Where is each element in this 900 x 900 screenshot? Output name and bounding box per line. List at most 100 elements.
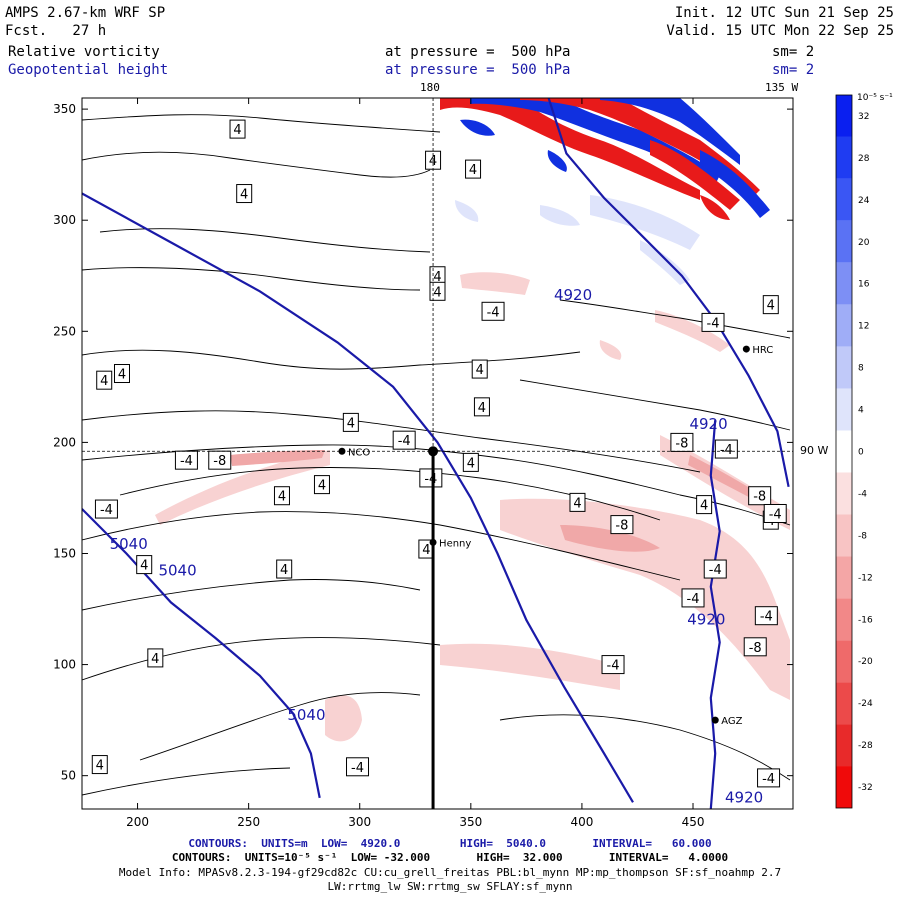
height-contour-label: 4920 (725, 788, 763, 806)
y-tick-label: 300 (53, 213, 76, 227)
vorticity-label: -4 (100, 503, 113, 518)
vorticity-label-box (748, 486, 772, 506)
vorticity-label-box (696, 495, 713, 515)
height-contour-label: 4920 (554, 286, 592, 304)
height-contour-label: 4920 (687, 611, 725, 629)
vorticity-label-box (754, 606, 778, 626)
intense-vorticity-band (460, 119, 495, 136)
height-contour-5040 (82, 192, 634, 803)
positive-vorticity-region (540, 205, 580, 226)
vorticity-label-box (346, 757, 370, 777)
footer-height-contours: CONTOURS: UNITS=m LOW= 4920.0 HIGH= 5040… (188, 837, 712, 850)
vorticity-label: -4 (607, 659, 620, 674)
vorticity-label-box (481, 301, 505, 321)
vorticity-label: -8 (675, 436, 688, 451)
vorticity-contour (82, 410, 701, 473)
vorticity-label-box (462, 452, 479, 472)
vorticity-label: 4 (700, 499, 708, 514)
y-tick-label: 50 (61, 769, 76, 783)
x-tick-label: 350 (459, 815, 482, 829)
vorticity-contour (82, 579, 421, 611)
station-label: AGZ (721, 716, 742, 727)
height-contour-label: 5040 (287, 706, 325, 724)
vorticity-contour (499, 714, 791, 781)
negative-vorticity-core (230, 450, 325, 466)
negative-vorticity-region (599, 340, 622, 360)
vorticity-contour (559, 299, 791, 339)
vorticity-contour (82, 767, 291, 796)
station-marker (711, 716, 719, 724)
vorticity-label: -4 (769, 507, 782, 522)
field2-smoothing: sm= 2 (772, 62, 815, 78)
vorticity-label: -4 (720, 443, 733, 458)
vorticity-label-box (762, 295, 779, 315)
vorticity-label-box (113, 364, 130, 384)
intense-vorticity-band (470, 98, 720, 185)
x-tick-label: 400 (570, 815, 593, 829)
positive-vorticity-region (640, 240, 690, 285)
negative-vorticity-region (325, 695, 362, 742)
height-contour-label: 5040 (158, 562, 196, 580)
vorticity-label: -4 (709, 563, 722, 578)
negative-vorticity-region (460, 272, 530, 295)
y-tick-label: 200 (53, 435, 76, 449)
vorticity-label-box (136, 555, 153, 575)
vorticity-label: -4 (707, 316, 720, 331)
vorticity-contour (82, 151, 431, 178)
vorticity-contour (82, 511, 681, 581)
vorticity-label: 4 (347, 416, 355, 431)
station-label: NCO (348, 447, 370, 458)
vorticity-label: 4 (433, 285, 441, 300)
vorticity-label: -4 (762, 772, 775, 787)
x-tick-label: 450 (682, 815, 705, 829)
vorticity-label: -4 (424, 472, 437, 487)
field1-level: at pressure = 500 hPa (385, 44, 571, 60)
vorticity-label-box (273, 486, 290, 506)
vorticity-label: -8 (749, 641, 762, 656)
intense-vorticity-band (650, 140, 740, 210)
x-tick-label: 300 (348, 815, 371, 829)
vorticity-label: 4 (478, 401, 486, 416)
vorticity-label: 4 (151, 652, 159, 667)
vorticity-contour (82, 349, 581, 370)
intense-vorticity-band (520, 98, 760, 198)
vorticity-label-box (473, 397, 490, 417)
vorticity-label-box (313, 475, 330, 495)
vorticity-label: -8 (615, 519, 628, 534)
y-tick-label: 150 (53, 546, 76, 560)
negative-vorticity-core (560, 525, 660, 552)
footer-vorticity-contours: CONTOURS: UNITS=10⁻⁵ s⁻¹ LOW= -32.000 HI… (171, 851, 729, 864)
vorticity-label: 4 (767, 299, 775, 314)
vorticity-label: 4 (118, 368, 126, 383)
vorticity-contour (82, 267, 421, 291)
field1-smoothing: sm= 2 (772, 44, 815, 60)
forecast-hour: Fcst. 27 h (5, 23, 107, 39)
vorticity-label: -8 (753, 490, 766, 505)
vorticity-label-box (471, 359, 488, 379)
height-contour-4920 (547, 98, 790, 488)
vorticity-label: 4 (422, 543, 430, 558)
station-marker (742, 345, 750, 353)
vorticity-contour (519, 379, 791, 431)
vorticity-label-box (91, 755, 108, 775)
vorticity-label-box (94, 499, 118, 519)
x-tick-label: 200 (126, 815, 149, 829)
vorticity-label: 4 (233, 123, 241, 138)
vorticity-label-box (147, 648, 164, 668)
south-pole-marker (428, 446, 439, 457)
lon-label-135w: 135 W (765, 81, 799, 94)
vorticity-label: 4 (140, 559, 148, 574)
vorticity-label-box (763, 503, 787, 523)
vorticity-label-box (569, 492, 586, 512)
field1-name: Relative vorticity (8, 44, 160, 60)
vorticity-label-box (174, 450, 198, 470)
intense-vorticity-band (600, 98, 740, 165)
vorticity-label: 4 (469, 163, 477, 178)
vorticity-label-box (419, 468, 443, 488)
intense-vorticity-band (547, 150, 567, 172)
intense-vorticity-band (700, 195, 730, 220)
vorticity-label: -4 (687, 592, 700, 607)
vorticity-contour (99, 228, 431, 253)
vorticity-label: 4 (433, 270, 441, 285)
y-tick-label: 350 (53, 102, 76, 116)
